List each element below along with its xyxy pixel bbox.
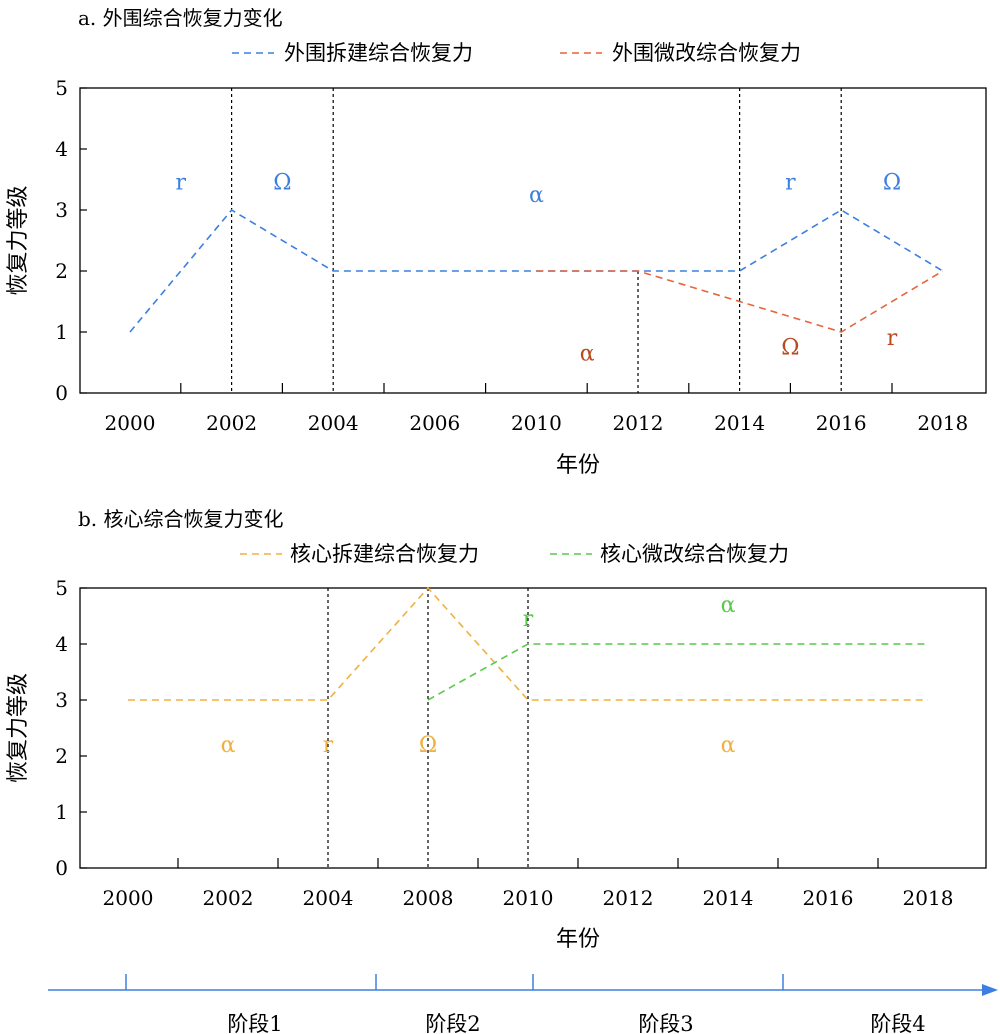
panel-b-x-tick-label: 2016 (803, 886, 854, 910)
panel-a-x-tick-label: 2006 (409, 411, 460, 435)
panel-a-phase-annotation: r (176, 171, 187, 196)
panel-a-y-tick-label: 2 (55, 259, 68, 283)
panel-b-x-tick-label: 2002 (203, 886, 254, 910)
panel-b-phase-annotation: α (721, 733, 736, 758)
panel-a-phase-annotation: Ω (273, 171, 291, 196)
panel-b-phase-annotation: r (323, 733, 334, 758)
panel-b-plot-frame (79, 587, 987, 869)
panel-a-y-tick-label: 1 (55, 320, 68, 344)
panel-a-x-tick-label: 2012 (613, 411, 664, 435)
panel-a-y-tick-label: 5 (55, 76, 68, 100)
panel-b-x-tick-label: 2012 (603, 886, 654, 910)
panel-b-x-tick-label: 2000 (103, 886, 154, 910)
panel-a-x-tick-label: 2014 (714, 411, 765, 435)
panel-a-x-tick-label: 2004 (308, 411, 359, 435)
panel-b-y-tick-label: 1 (55, 800, 68, 824)
panel-a-phase-annotation: Ω (781, 335, 799, 360)
timeline-stage-label: 阶段1 (227, 1012, 282, 1034)
panel-b-x-tick-label: 2004 (303, 886, 354, 910)
timeline-stage-label: 阶段3 (638, 1012, 693, 1034)
timeline-arrowhead (982, 984, 998, 996)
panel-b-x-axis-label: 年份 (556, 927, 600, 952)
panel-b-legend-label-2: 核心微改综合恢复力 (600, 542, 789, 566)
panel-b-phase-annotation: α (721, 593, 736, 618)
panel-b-y-tick-label: 4 (55, 632, 68, 656)
panel-b-series-line-1 (128, 586, 928, 701)
panel-a-y-tick-label: 3 (55, 198, 68, 222)
panel-a-phase-annotation: α (529, 183, 544, 208)
panel-a-title: a. 外围综合恢复力变化 (78, 6, 283, 30)
panel-b-phase-annotation: r (523, 607, 534, 632)
timeline-stage-label: 阶段2 (425, 1012, 480, 1034)
panel-b-phase-annotation: Ω (419, 733, 437, 758)
panel-b-y-tick-label: 2 (55, 744, 68, 768)
panel-a-plot-frame (79, 87, 987, 394)
panel-a-x-tick-label: 2002 (206, 411, 257, 435)
panel-a-phase-annotation: Ω (883, 171, 901, 196)
panel-b-title: b. 核心综合恢复力变化 (78, 507, 284, 531)
timeline-stage-label: 阶段4 (870, 1012, 925, 1034)
panel-b-x-tick-label: 2014 (703, 886, 754, 910)
panel-a-phase-annotation: r (887, 326, 898, 351)
panel-a-phase-annotation: α (580, 341, 595, 366)
panel-a-y-tick-label: 4 (55, 137, 68, 161)
panel-a-legend-label-2: 外围微改综合恢复力 (612, 41, 801, 65)
panel-b-legend-label-1: 核心拆建综合恢复力 (290, 542, 479, 566)
panel-b-series-line-2 (427, 643, 928, 701)
panel-a-phase-annotation: r (785, 171, 796, 196)
panel-a-x-axis-label: 年份 (556, 453, 600, 478)
panel-b-y-tick-label: 0 (55, 856, 68, 880)
panel-b-y-tick-label: 5 (55, 576, 68, 600)
panel-a-x-tick-label: 2000 (105, 411, 156, 435)
panel-a-y-axis-label: 恢复力等级 (6, 185, 31, 295)
panel-a-legend-label-1: 外围拆建综合恢复力 (284, 41, 473, 65)
panel-b-x-tick-label: 2010 (503, 886, 554, 910)
panel-a-x-tick-label: 2018 (917, 411, 968, 435)
panel-b-x-tick-label: 2018 (903, 886, 954, 910)
panel-b-x-tick-label: 2008 (403, 886, 454, 910)
panel-a-series-line-2 (536, 270, 944, 333)
panel-b-y-tick-label: 3 (55, 688, 68, 712)
panel-a-x-tick-label: 2010 (511, 411, 562, 435)
panel-b-y-axis-label: 恢复力等级 (6, 673, 31, 783)
panel-b-phase-annotation: α (221, 733, 236, 758)
panel-a-y-tick-label: 0 (55, 381, 68, 405)
panel-a-x-tick-label: 2016 (816, 411, 867, 435)
